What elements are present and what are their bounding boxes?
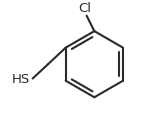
Text: Cl: Cl xyxy=(78,2,91,15)
Text: HS: HS xyxy=(12,73,30,86)
